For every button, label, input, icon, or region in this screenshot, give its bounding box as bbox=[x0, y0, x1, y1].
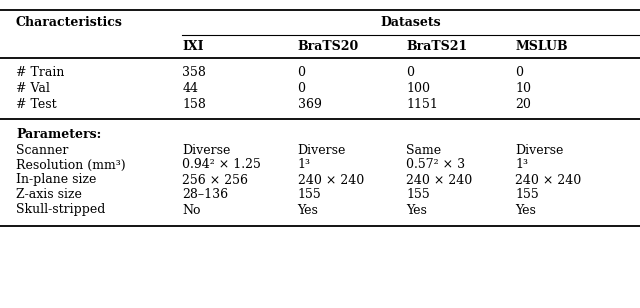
Text: 44: 44 bbox=[182, 83, 198, 95]
Text: 358: 358 bbox=[182, 67, 206, 79]
Text: 1151: 1151 bbox=[406, 99, 438, 111]
Text: No: No bbox=[182, 204, 201, 217]
Text: 0: 0 bbox=[298, 83, 306, 95]
Text: Z-axis size: Z-axis size bbox=[16, 188, 82, 201]
Text: Yes: Yes bbox=[515, 204, 536, 217]
Text: 155: 155 bbox=[298, 188, 321, 201]
Text: 20: 20 bbox=[515, 99, 531, 111]
Text: BraTS21: BraTS21 bbox=[406, 40, 468, 54]
Text: 369: 369 bbox=[298, 99, 321, 111]
Text: Datasets: Datasets bbox=[381, 15, 442, 29]
Text: 0.57² × 3: 0.57² × 3 bbox=[406, 159, 465, 172]
Text: Same: Same bbox=[406, 144, 442, 156]
Text: Parameters:: Parameters: bbox=[16, 128, 101, 140]
Text: 240 × 240: 240 × 240 bbox=[406, 173, 473, 187]
Text: Diverse: Diverse bbox=[515, 144, 564, 156]
Text: Characteristics: Characteristics bbox=[16, 15, 123, 29]
Text: BraTS20: BraTS20 bbox=[298, 40, 359, 54]
Text: Yes: Yes bbox=[298, 204, 319, 217]
Text: # Val: # Val bbox=[16, 83, 50, 95]
Text: 0: 0 bbox=[298, 67, 306, 79]
Text: Yes: Yes bbox=[406, 204, 428, 217]
Text: # Test: # Test bbox=[16, 99, 56, 111]
Text: 28–136: 28–136 bbox=[182, 188, 228, 201]
Text: Skull-stripped: Skull-stripped bbox=[16, 204, 106, 217]
Text: 158: 158 bbox=[182, 99, 206, 111]
Text: 155: 155 bbox=[515, 188, 539, 201]
Text: 1³: 1³ bbox=[515, 159, 528, 172]
Text: # Train: # Train bbox=[16, 67, 65, 79]
Text: 240 × 240: 240 × 240 bbox=[515, 173, 582, 187]
Text: 10: 10 bbox=[515, 83, 531, 95]
Text: MSLUB: MSLUB bbox=[515, 40, 568, 54]
Text: Resolution (mm³): Resolution (mm³) bbox=[16, 159, 125, 172]
Text: In-plane size: In-plane size bbox=[16, 173, 97, 187]
Text: 240 × 240: 240 × 240 bbox=[298, 173, 364, 187]
Text: 0: 0 bbox=[406, 67, 415, 79]
Text: Scanner: Scanner bbox=[16, 144, 68, 156]
Text: 0: 0 bbox=[515, 67, 524, 79]
Text: 100: 100 bbox=[406, 83, 430, 95]
Text: 256 × 256: 256 × 256 bbox=[182, 173, 248, 187]
Text: 155: 155 bbox=[406, 188, 430, 201]
Text: 1³: 1³ bbox=[298, 159, 310, 172]
Text: Diverse: Diverse bbox=[182, 144, 231, 156]
Text: Diverse: Diverse bbox=[298, 144, 346, 156]
Text: 0.94² × 1.25: 0.94² × 1.25 bbox=[182, 159, 261, 172]
Text: IXI: IXI bbox=[182, 40, 204, 54]
